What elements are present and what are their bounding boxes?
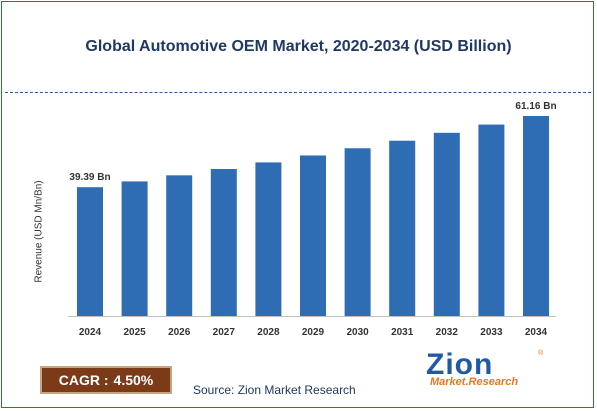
bar-2034 [523,116,549,316]
chart-title: Global Automotive OEM Market, 2020-2034 … [85,38,512,55]
bar-2027 [210,169,237,316]
bar-2028 [255,162,282,316]
data-label-2024: 39.39 Bn [69,172,110,183]
x-tick-2024: 2024 [79,327,102,338]
x-tick-2027: 2027 [213,327,236,338]
cagr-badge: CAGR : 4.50% [40,366,172,394]
data-labels: 39.39 Bn 61.16 Bn [69,101,556,183]
data-label-2034: 61.16 Bn [515,101,556,112]
source-note: Source: Zion Market Research [193,383,356,397]
logo-subtitle: Market.Research [430,376,519,388]
x-tick-2034: 2034 [525,327,548,338]
x-tick-2026: 2026 [168,327,191,338]
logo-registered-mark: ® [538,350,544,357]
x-tick-2032: 2032 [436,327,459,338]
x-tick-2033: 2033 [480,327,503,338]
bar-2030 [344,148,371,316]
cagr-value: 4.50% [113,372,154,388]
bar-2029 [300,155,326,316]
logo-wordmark: Zion [426,348,494,381]
bar-2025 [121,181,148,316]
divider-line [5,92,591,93]
bars-group [77,116,549,316]
bar-2031 [389,140,416,316]
x-tick-labels: 2024 2025 2026 2027 2028 2029 2030 2031 2032 2033… [79,327,548,338]
x-tick-2031: 2031 [391,327,414,338]
bar-2033 [478,124,505,316]
bar-2026 [166,175,193,316]
x-tick-2029: 2029 [302,327,325,338]
bar-2024 [77,187,103,316]
cagr-label: CAGR : [58,372,109,388]
x-tick-2030: 2030 [346,327,369,338]
x-tick-2028: 2028 [257,327,280,338]
x-tick-2025: 2025 [123,327,146,338]
bar-2032 [433,132,460,316]
company-logo: Zion ® Market.Research [420,348,560,394]
